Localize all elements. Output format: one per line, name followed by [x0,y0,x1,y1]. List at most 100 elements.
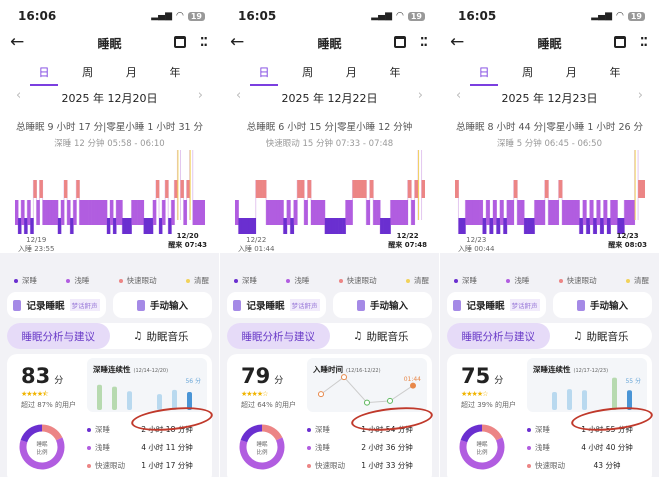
donut-segment [261,424,283,441]
stage-segment [125,218,129,234]
tab-period[interactable]: 月 [345,66,357,79]
stage-segment [300,180,305,198]
back-arrow-icon[interactable]: ← [230,32,245,52]
stage-segment [458,218,463,234]
tab-period[interactable]: 年 [609,66,621,79]
edit-icon [356,299,365,311]
calendar-icon[interactable] [614,36,626,48]
tab-sleep-analysis[interactable]: 睡眠分析与建议 [227,323,330,349]
donut-segment [459,437,505,470]
stage-segment [162,200,166,225]
tab-period[interactable]: 年 [389,66,401,79]
hypnogram[interactable] [455,150,645,235]
tab-period[interactable]: 月 [125,66,137,79]
stage-segment [544,180,549,198]
stage-transition [634,150,636,225]
stage-segment [177,150,179,220]
sleep-score-card[interactable]: 83 分 ★★★★⯪ 超过 87% 的用户 深睡连续性 (12/14-12/20) … [7,354,214,477]
tab-sleep-analysis[interactable]: 睡眠分析与建议 [7,323,110,349]
stage-segment [335,218,339,234]
stage-segment [496,218,501,234]
tab-period[interactable]: 周 [82,66,94,79]
record-sleep-button[interactable]: 记录睡眠 梦话鼾声 [7,292,106,318]
tab-period[interactable]: 年 [169,66,181,79]
calendar-icon[interactable] [394,36,406,48]
record-sleep-button[interactable]: 记录睡眠 梦话鼾声 [447,292,546,318]
next-day-icon[interactable]: › [637,88,643,103]
signal-icon: ▂▄▆ [591,11,612,21]
tab-sleep-music[interactable]: ♫ 助眠音乐 [133,330,189,343]
stage-segment [85,200,89,225]
calendar-icon[interactable] [174,36,186,48]
prev-day-icon[interactable]: ‹ [236,88,242,103]
sleep-score-card[interactable]: 75 分 ★★★★☆ 超过 39% 的用户 深睡连续性 (12/17-12/23) … [447,354,654,477]
trend-mini-chart[interactable]: 深睡连续性 (12/17-12/23) 55 分 [527,358,647,412]
stage-segment [503,218,508,234]
stage-segment [627,200,632,225]
mini-bar [567,389,572,410]
tab-period[interactable]: 日 [470,64,498,86]
donut-segment [481,424,503,441]
expand-icon[interactable]: ⁚⁚ [639,35,648,49]
stage-segment [468,200,473,225]
tab-period[interactable]: 月 [565,66,577,79]
back-arrow-icon[interactable]: ← [450,32,465,52]
phone-icon [13,299,22,311]
tab-sleep-music[interactable]: ♫ 助眠音乐 [573,330,629,343]
trend-mini-chart[interactable]: 入睡时间 (12/16-12/22) 01:44 [307,358,427,412]
sleep-score-card[interactable]: 79 分 ★★★★☆ 超过 64% 的用户 入睡时间 (12/16-12/22) 0… [227,354,434,477]
phone-screenshot-1: 16:06 ▂▄▆ ◠ 19 ← 睡眠 ⁚⁚ 日 周 月 年 ‹ 2025 年 12月20日… [0,0,220,477]
manual-input-button[interactable]: 手动输入 [553,292,652,318]
manual-input-button[interactable]: 手动输入 [333,292,432,318]
tab-period[interactable]: 周 [522,66,534,79]
prev-day-icon[interactable]: ‹ [16,88,22,103]
sleep-summary: 总睡眠 9 小时 17 分|零星小睡 1 小时 31 分 [15,122,204,133]
record-sleep-button[interactable]: 记录睡眠 梦话鼾声 [227,292,326,318]
stage-transition [533,200,535,234]
next-day-icon[interactable]: › [197,88,203,103]
status-bar: 16:05 ▂▄▆ ◠ 19 [458,9,645,23]
stage-segment [575,200,580,225]
stage-segment [493,200,497,225]
stage-segment [517,200,521,225]
expand-icon[interactable]: ⁚⁚ [419,35,428,49]
stage-segment [97,200,102,225]
stage-segment [345,200,350,225]
stage-transition [499,200,501,234]
stage-transition [286,200,288,234]
trend-mini-chart[interactable]: 深睡连续性 (12/14-12/20) 56 分 [87,358,207,412]
stage-segment [499,200,504,225]
legend-item: 快速眼动 [338,275,377,286]
tab-sleep-analysis[interactable]: 睡眠分析与建议 [447,323,550,349]
tab-period[interactable]: 周 [302,66,314,79]
hypnogram[interactable] [235,150,425,235]
stage-segment [128,218,132,234]
hypnogram[interactable] [15,150,205,235]
tab-period[interactable]: 日 [250,64,278,86]
tab-period[interactable]: 日 [30,64,58,86]
stage-segment [548,200,553,225]
stage-segment [349,200,353,225]
stage-segment [600,218,604,234]
stage-segment [414,180,419,198]
prev-day-icon[interactable]: ‹ [456,88,462,103]
mini-bar [187,392,192,410]
back-arrow-icon[interactable]: ← [10,32,25,52]
donut-segment [460,424,483,443]
stage-segment [355,180,360,198]
donut-segment [41,424,63,441]
stage-segment [400,200,405,225]
expand-icon[interactable]: ⁚⁚ [199,35,208,49]
stage-segment [376,200,381,225]
sleep-score: 79 分 [241,364,284,388]
tab-sleep-music[interactable]: ♫ 助眠音乐 [353,330,409,343]
stage-segment [33,180,37,198]
stage-segment [589,200,594,225]
manual-input-button[interactable]: 手动输入 [113,292,212,318]
stage-segment [279,200,284,225]
stage-row: 浅睡 4 小时 11 分钟 [87,438,202,456]
stage-segment [100,200,105,225]
stage-transition [623,200,625,234]
stage-segment [537,200,542,225]
next-day-icon[interactable]: › [417,88,423,103]
